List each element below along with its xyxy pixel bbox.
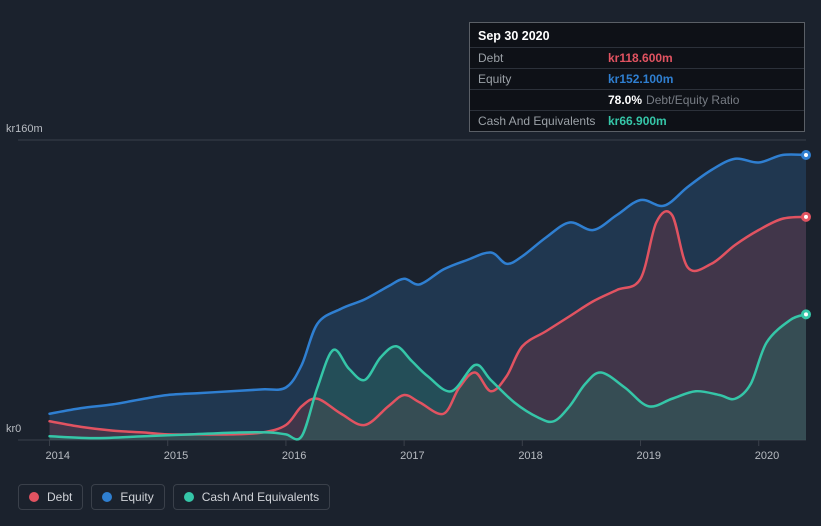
tooltip-row-value: kr152.100m: [608, 72, 673, 86]
tooltip-row-value: kr118.600m: [608, 51, 673, 65]
tooltip-row: Debtkr118.600m: [470, 47, 804, 68]
tooltip-row: Equitykr152.100m: [470, 68, 804, 89]
tooltip-row-note: Debt/Equity Ratio: [646, 93, 739, 107]
legend: Debt Equity Cash And Equivalents: [18, 484, 330, 510]
chart-svg: [18, 120, 806, 460]
tooltip-row-label: Cash And Equivalents: [478, 114, 608, 128]
x-tick-label: 2020: [755, 450, 779, 462]
x-tick-label: 2015: [164, 450, 188, 462]
tooltip-row: Cash And Equivalentskr66.900m: [470, 110, 804, 131]
x-tick-label: 2019: [637, 450, 661, 462]
y-tick-max: kr160m: [6, 123, 43, 135]
legend-dot-icon: [184, 492, 194, 502]
x-tick-label: 2017: [400, 450, 424, 462]
tooltip-row-label: [478, 93, 608, 107]
tooltip-row: 78.0% Debt/Equity Ratio: [470, 89, 804, 110]
legend-item[interactable]: Cash And Equivalents: [173, 484, 330, 510]
legend-item[interactable]: Equity: [91, 484, 164, 510]
x-tick-label: 2016: [282, 450, 306, 462]
chart-area: [18, 120, 806, 460]
tooltip-row-value: 78.0%: [608, 93, 642, 107]
y-tick-min: kr0: [6, 423, 21, 435]
x-tick-label: 2018: [518, 450, 542, 462]
tooltip-row-value: kr66.900m: [608, 114, 667, 128]
legend-dot-icon: [102, 492, 112, 502]
legend-item-label: Equity: [120, 490, 153, 504]
legend-item-label: Debt: [47, 490, 72, 504]
tooltip-row-label: Debt: [478, 51, 608, 65]
tooltip-row-label: Equity: [478, 72, 608, 86]
legend-item-label: Cash And Equivalents: [202, 490, 319, 504]
tooltip-panel: Sep 30 2020 Debtkr118.600mEquitykr152.10…: [469, 22, 805, 132]
legend-item[interactable]: Debt: [18, 484, 83, 510]
tooltip-title: Sep 30 2020: [470, 23, 804, 47]
legend-dot-icon: [29, 492, 39, 502]
x-axis-labels: 2014 2015 2016 2017 2018 2019 2020: [18, 450, 806, 466]
x-tick-label: 2014: [46, 450, 70, 462]
